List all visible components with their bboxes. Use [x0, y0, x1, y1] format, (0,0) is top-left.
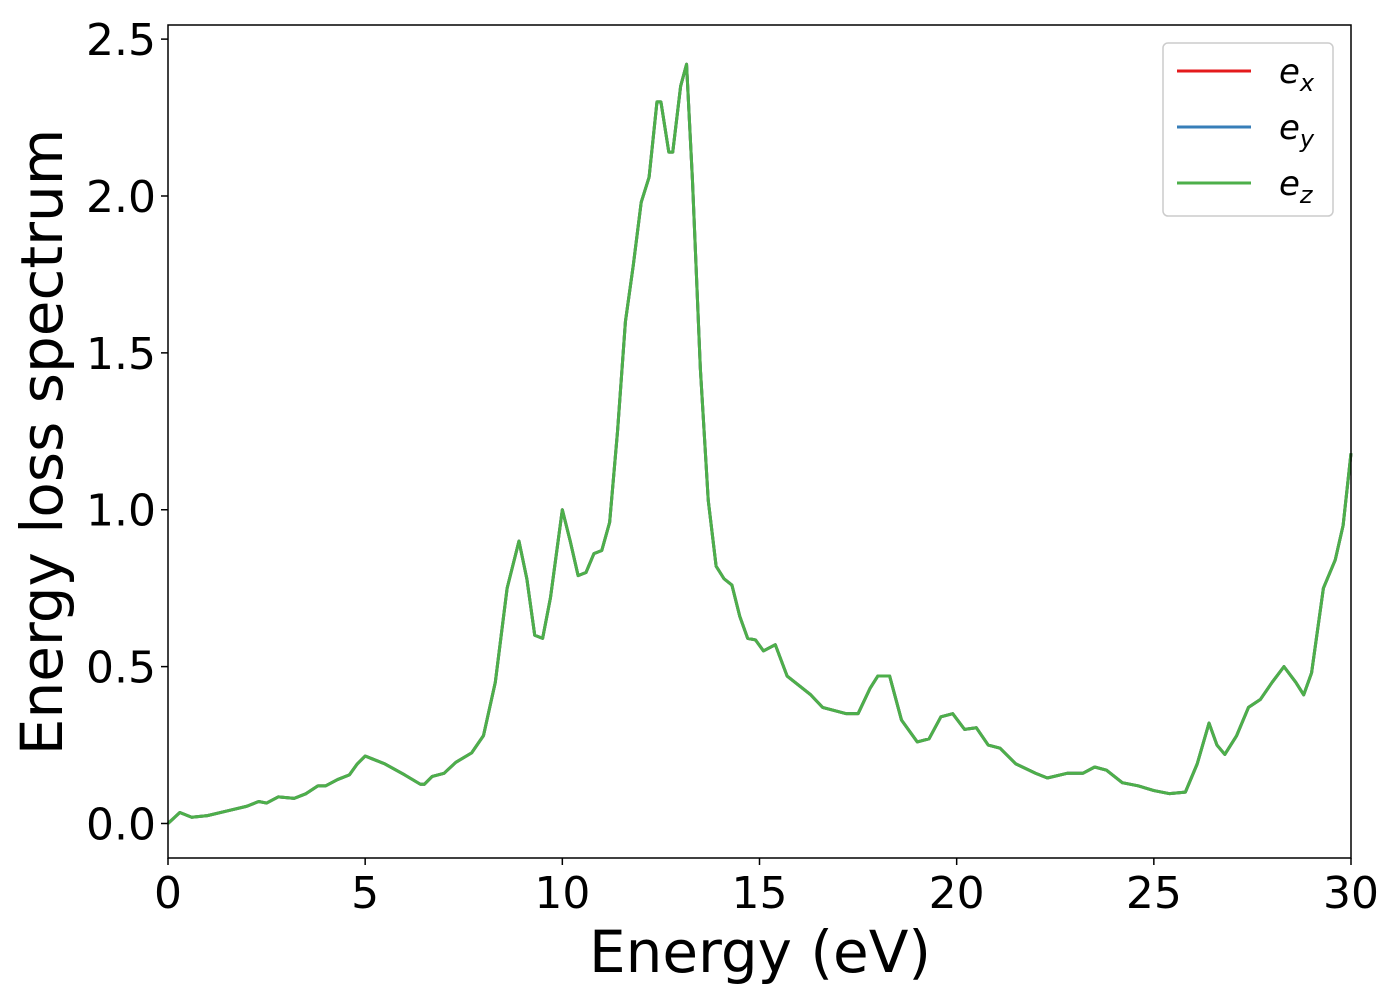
x-tick-label: 15	[732, 868, 788, 919]
y-tick-label: 2.0	[86, 172, 156, 223]
series-line	[166, 62, 1353, 825]
x-tick-label: 25	[1126, 868, 1182, 919]
x-axis-label: Energy (eV)	[589, 918, 931, 986]
y-tick-label: 0.5	[86, 643, 156, 694]
y-axis-label: Energy loss spectrum	[8, 129, 76, 755]
legend-label: ez	[1279, 164, 1314, 209]
x-tick-label: 5	[351, 868, 379, 919]
legend-box	[1162, 42, 1334, 217]
x-tick-label: 20	[929, 868, 985, 919]
plot-frame	[167, 24, 1352, 859]
legend-label: ey	[1279, 108, 1315, 153]
x-tick-label: 0	[154, 868, 182, 919]
x-tick-label: 30	[1323, 868, 1379, 919]
y-tick-label: 1.5	[86, 329, 156, 380]
x-tick-label: 10	[534, 868, 590, 919]
legend-label: ex	[1279, 52, 1315, 97]
y-tick-label: 1.0	[86, 486, 156, 537]
y-tick-label: 2.5	[86, 15, 156, 66]
y-tick-label: 0.0	[86, 799, 156, 850]
